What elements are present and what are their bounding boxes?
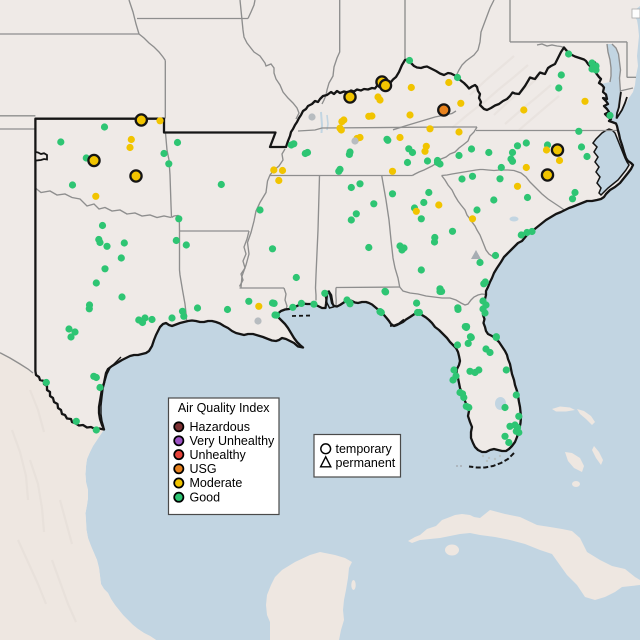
svg-text:Good: Good <box>190 490 221 504</box>
svg-text:permanent: permanent <box>336 456 396 470</box>
svg-text:Air Quality Index: Air Quality Index <box>178 401 270 415</box>
svg-text:Hazardous: Hazardous <box>190 420 250 434</box>
svg-text:Very Unhealthy: Very Unhealthy <box>190 434 276 448</box>
svg-text:Unhealthy: Unhealthy <box>190 448 247 462</box>
svg-text:USG: USG <box>190 462 217 476</box>
svg-text:Moderate: Moderate <box>190 476 243 490</box>
svg-text:temporary: temporary <box>336 442 393 456</box>
